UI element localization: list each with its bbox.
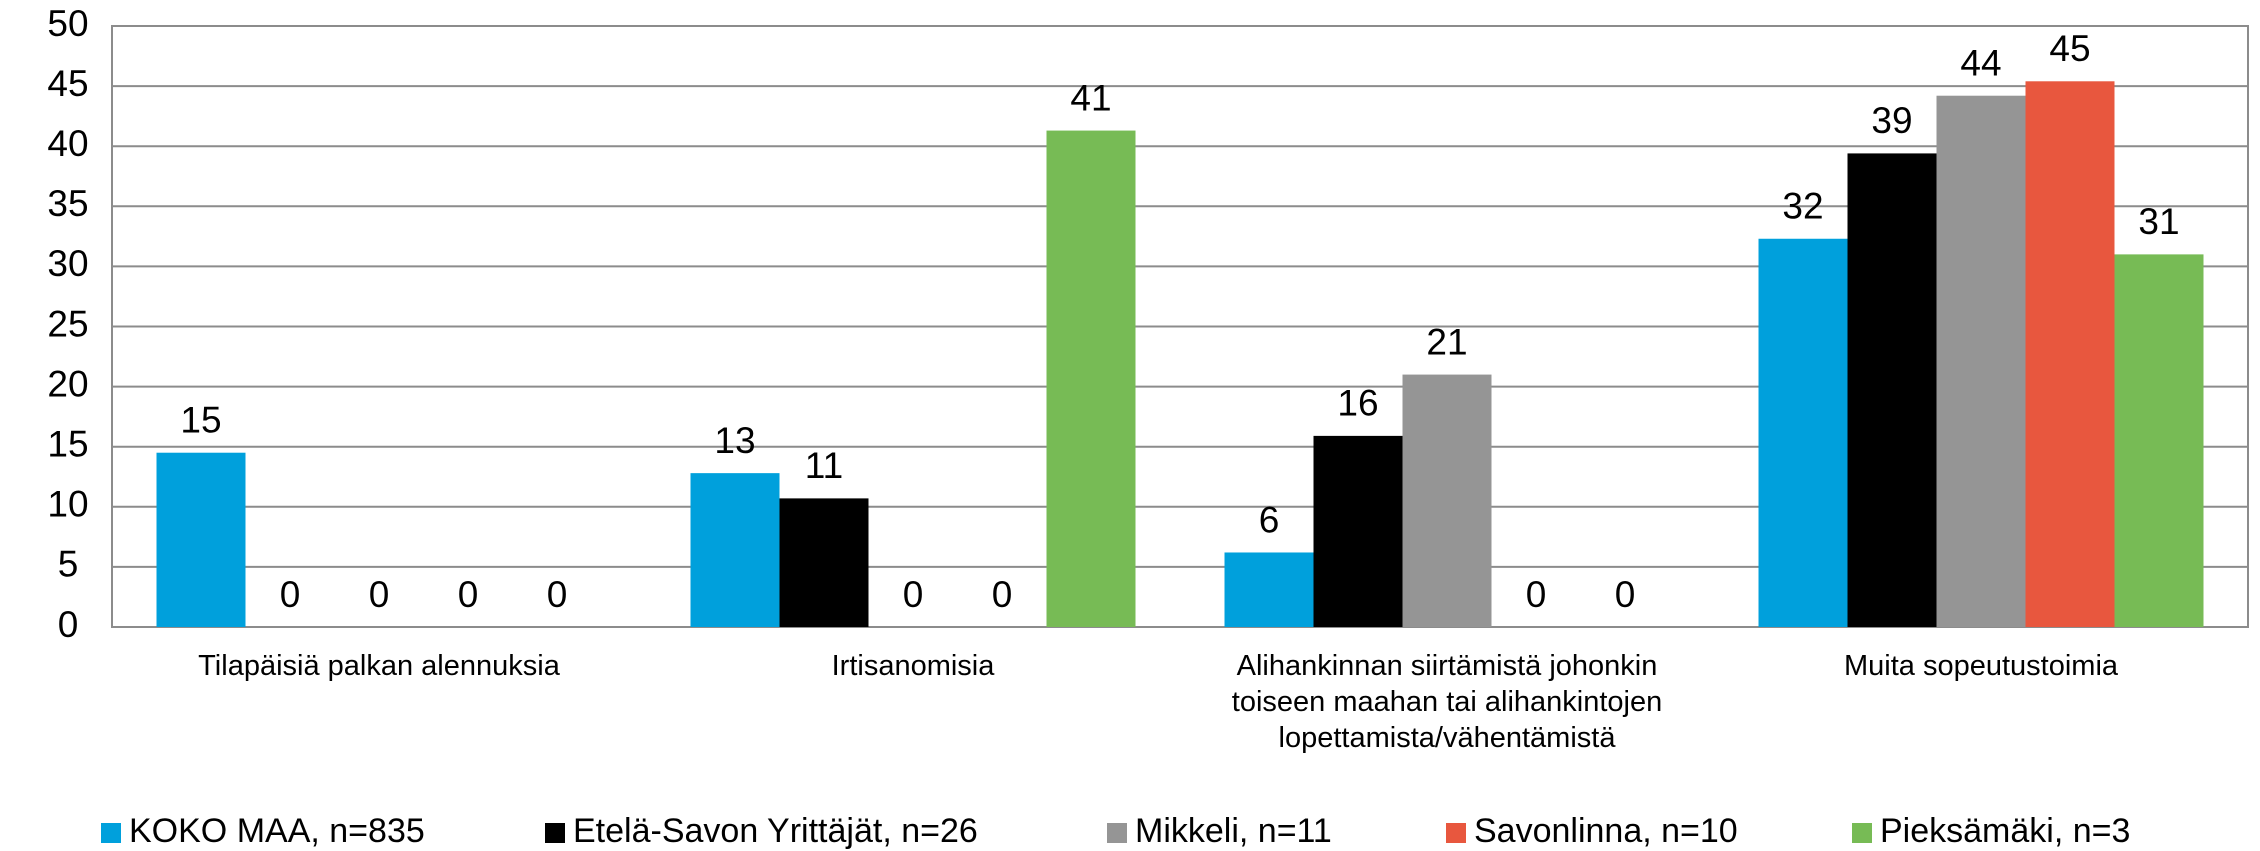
x-tick-label: Irtisanomisia	[831, 650, 995, 682]
data-label: 0	[903, 574, 924, 615]
y-tick-label: 25	[47, 303, 88, 344]
y-tick-label: 30	[47, 243, 88, 284]
bar	[1936, 95, 2026, 627]
legend-label: Mikkeli, n=11	[1135, 812, 1332, 850]
plot-border	[111, 25, 2249, 628]
data-label: 0	[1615, 574, 1636, 615]
legend-label: KOKO MAA, n=835	[129, 812, 425, 850]
bar	[1224, 552, 1314, 627]
legend-swatch	[1107, 823, 1127, 843]
x-tick-label: Muita sopeutustoimia	[1843, 650, 2119, 682]
legend-label: Etelä-Savon Yrittäjät, n=26	[573, 812, 978, 850]
bar	[2025, 81, 2115, 628]
y-tick-label: 50	[47, 3, 88, 44]
data-label: 11	[805, 445, 843, 486]
legend-swatch	[545, 823, 565, 843]
bar	[1402, 374, 1492, 627]
bar	[156, 452, 246, 627]
legend-label: Savonlinna, n=10	[1474, 812, 1738, 850]
data-label: 44	[1960, 42, 2001, 83]
data-label: 6	[1259, 499, 1280, 540]
y-tick-label: 10	[47, 484, 88, 525]
legend-swatch	[1852, 823, 1872, 843]
data-label: 0	[458, 574, 479, 615]
data-label: 0	[992, 574, 1013, 615]
y-tick-label: 0	[58, 604, 79, 645]
y-tick-label: 15	[47, 423, 88, 464]
bar	[690, 473, 780, 627]
bar	[779, 498, 869, 627]
y-tick-label: 40	[47, 123, 88, 164]
data-label: 21	[1426, 321, 1467, 362]
y-tick-label: 20	[47, 363, 88, 404]
data-label: 0	[369, 574, 390, 615]
bar	[1758, 238, 1848, 627]
x-tick-label: Tilapäisiä palkan alennuksia	[198, 650, 560, 682]
y-tick-label: 35	[47, 183, 88, 224]
y-tick-label: 45	[47, 63, 88, 104]
data-label: 39	[1871, 100, 1912, 141]
legend-swatch	[1446, 823, 1466, 843]
x-tick-label: Alihankinnan siirtämistä johonkin toisee…	[1231, 650, 1663, 754]
data-label: 13	[714, 420, 755, 461]
legend-swatch	[101, 823, 121, 843]
data-label: 0	[280, 574, 301, 615]
data-label: 0	[1526, 574, 1547, 615]
bar	[1313, 435, 1403, 627]
data-label: 31	[2138, 201, 2179, 242]
bar	[1847, 153, 1937, 628]
y-tick-label: 5	[58, 544, 79, 585]
data-label: 0	[547, 574, 568, 615]
data-label: 41	[1070, 77, 1111, 118]
data-label: 16	[1337, 383, 1378, 424]
bar	[2114, 254, 2204, 627]
data-label: 45	[2049, 28, 2090, 69]
data-label: 32	[1782, 186, 1823, 227]
data-label: 15	[180, 399, 221, 440]
legend-label: Pieksämäki, n=3	[1880, 812, 2130, 850]
bar	[1046, 130, 1136, 627]
